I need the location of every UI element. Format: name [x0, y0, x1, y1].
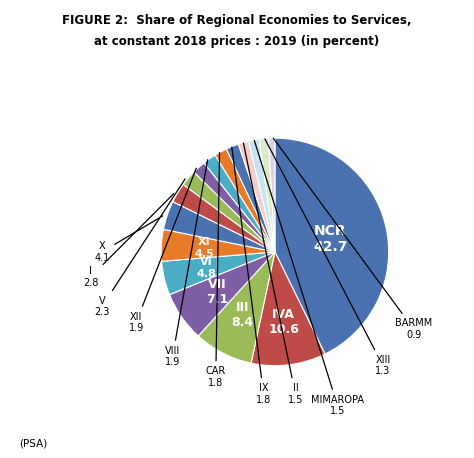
- Text: at constant 2018 prices : 2019 (in percent): at constant 2018 prices : 2019 (in perce…: [94, 35, 380, 48]
- Wedge shape: [173, 185, 275, 252]
- Wedge shape: [194, 163, 275, 252]
- Wedge shape: [227, 144, 275, 252]
- Wedge shape: [275, 138, 389, 354]
- Wedge shape: [170, 252, 275, 336]
- Text: III
8.4: III 8.4: [232, 300, 254, 329]
- Text: X
4.1: X 4.1: [94, 216, 163, 263]
- Text: XII
1.9: XII 1.9: [128, 168, 196, 333]
- Text: I
2.8: I 2.8: [83, 194, 174, 288]
- Text: FIGURE 2:  Share of Regional Economies to Services,: FIGURE 2: Share of Regional Economies to…: [62, 14, 412, 27]
- Text: IX
1.8: IX 1.8: [232, 147, 271, 405]
- Text: IVA
10.6: IVA 10.6: [268, 308, 299, 336]
- Wedge shape: [204, 155, 275, 252]
- Wedge shape: [161, 229, 275, 262]
- Text: VI
4.8: VI 4.8: [196, 257, 216, 279]
- Wedge shape: [164, 202, 275, 252]
- Wedge shape: [215, 149, 275, 252]
- Wedge shape: [268, 138, 275, 252]
- Text: V
2.3: V 2.3: [94, 179, 185, 317]
- Wedge shape: [259, 138, 275, 252]
- Text: MIMAROPA
1.5: MIMAROPA 1.5: [255, 141, 364, 416]
- Text: CAR
1.8: CAR 1.8: [206, 153, 226, 388]
- Text: NCR
42.7: NCR 42.7: [313, 224, 347, 254]
- Wedge shape: [183, 172, 275, 252]
- Wedge shape: [162, 252, 275, 294]
- Text: XIII
1.3: XIII 1.3: [265, 139, 391, 376]
- Wedge shape: [238, 141, 275, 252]
- Text: II
1.5: II 1.5: [244, 143, 303, 405]
- Wedge shape: [251, 252, 325, 365]
- Wedge shape: [198, 252, 275, 363]
- Text: XI
4.5: XI 4.5: [195, 237, 214, 259]
- Wedge shape: [249, 139, 275, 252]
- Text: BARMM
0.9: BARMM 0.9: [273, 138, 432, 340]
- Text: VIII
1.9: VIII 1.9: [165, 160, 208, 367]
- Text: VII
7.1: VII 7.1: [206, 278, 228, 306]
- Text: (PSA): (PSA): [19, 439, 47, 449]
